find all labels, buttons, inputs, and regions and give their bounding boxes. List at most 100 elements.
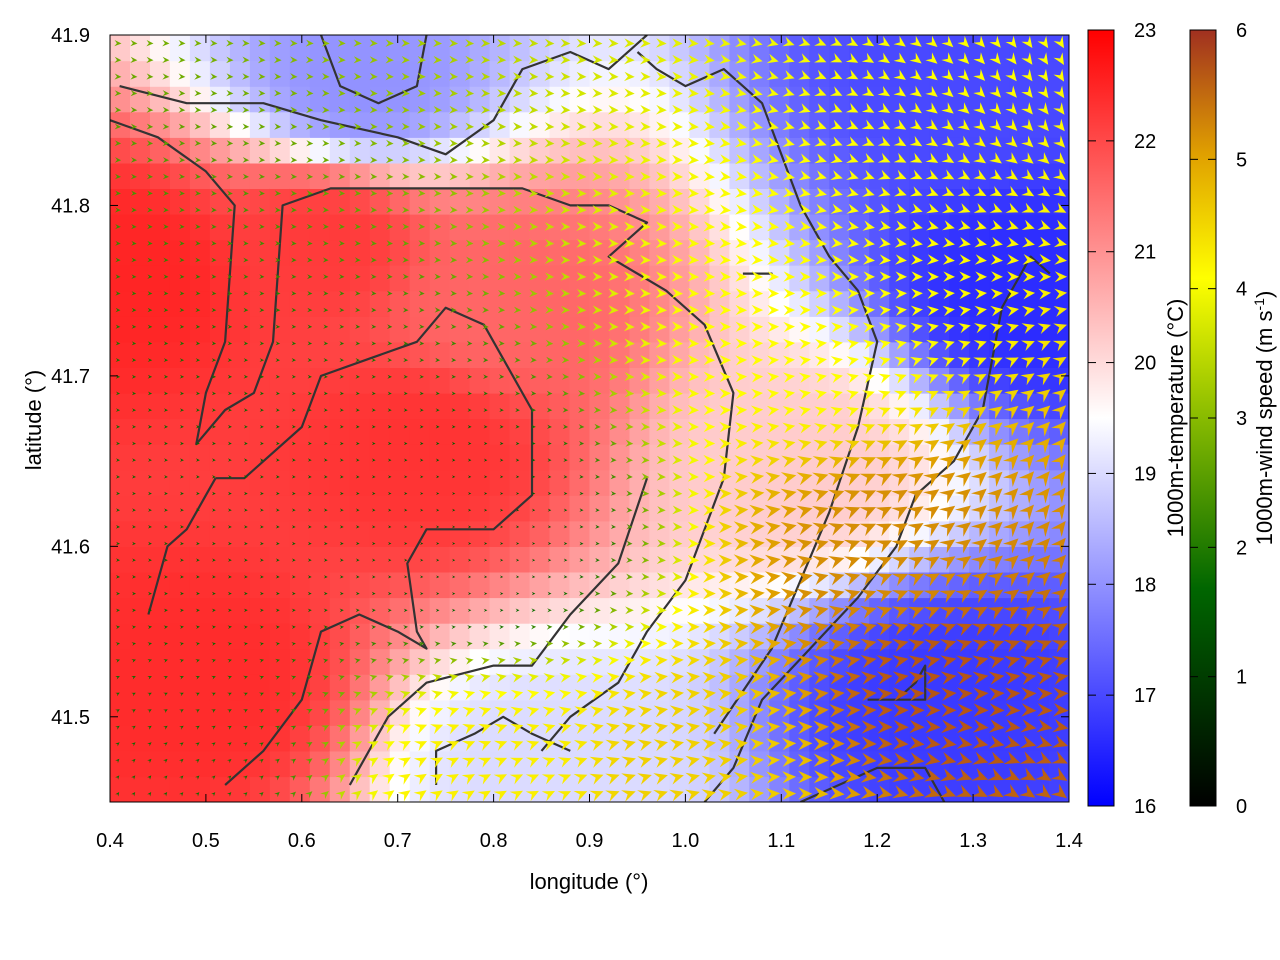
- wind-arrow: [1037, 703, 1053, 717]
- heatmap-cell: [509, 648, 531, 675]
- wind-label-close: ): [1252, 291, 1277, 298]
- wind-arrow: [861, 119, 875, 130]
- wind-arrow: [259, 558, 264, 562]
- heatmap-cell: [629, 444, 651, 471]
- wind-arrow: [371, 441, 376, 446]
- heatmap-cell: [689, 392, 710, 420]
- heatmap-cell: [469, 60, 491, 87]
- heatmap-cell: [349, 35, 371, 62]
- wind-arrow: [461, 790, 475, 802]
- wind-arrow: [989, 68, 1001, 81]
- wind-arrow: [275, 508, 280, 512]
- heatmap-cell: [949, 341, 970, 368]
- wind-arrow: [259, 491, 264, 496]
- heatmap-cell: [389, 495, 411, 522]
- heatmap-cell: [150, 35, 171, 62]
- wind-arrow: [355, 608, 360, 613]
- wind-arrow: [703, 87, 715, 98]
- wind-arrow: [275, 475, 280, 479]
- wind-arrow: [847, 305, 859, 316]
- wind-arrow: [971, 768, 989, 781]
- wind-arrow: [671, 238, 683, 249]
- wind-arrow: [782, 86, 795, 97]
- wind-arrow: [1037, 102, 1049, 115]
- wind-arrow: [940, 735, 957, 750]
- heatmap-cell: [389, 750, 411, 778]
- wind-arrow: [258, 56, 266, 64]
- heatmap-cell: [369, 750, 391, 778]
- wind-arrow: [242, 106, 250, 113]
- wind-arrow: [449, 105, 458, 114]
- wind-arrow: [307, 558, 312, 562]
- wind-arrow: [1037, 85, 1049, 99]
- wind-arrow: [528, 88, 539, 98]
- wind-arrow: [242, 56, 250, 64]
- wind-arrow: [258, 224, 265, 230]
- wind-arrow: [958, 323, 971, 334]
- wind-arrow: [592, 55, 603, 65]
- wind-arrow: [624, 71, 635, 82]
- wind-arrow: [798, 136, 811, 147]
- heatmap-cell: [169, 35, 191, 62]
- wind-arrow: [686, 654, 700, 667]
- wind-arrow: [307, 324, 313, 329]
- wind-arrow: [843, 490, 861, 503]
- heatmap-cell: [150, 699, 171, 726]
- wind-arrow: [1019, 538, 1035, 554]
- wind-arrow: [163, 491, 168, 496]
- wind-arrow: [210, 207, 217, 213]
- heatmap-cell: [189, 469, 211, 496]
- wind-arrow: [923, 439, 940, 453]
- heatmap-cell: [229, 316, 251, 343]
- wind-arrow: [306, 240, 313, 246]
- heatmap-cell: [229, 265, 251, 292]
- heatmap-cell: [829, 341, 850, 368]
- wind-arrow: [211, 240, 217, 246]
- heatmap-cell: [469, 520, 491, 547]
- heatmap-cell: [589, 367, 611, 394]
- wind-arrow: [179, 642, 184, 646]
- heatmap-cell: [449, 571, 471, 599]
- wind-arrow: [955, 439, 972, 454]
- wind-arrow: [671, 371, 683, 382]
- wind-arrow: [639, 321, 651, 332]
- wind-arrow: [338, 173, 346, 180]
- wind-arrow: [290, 675, 297, 680]
- wind-arrow: [957, 52, 970, 64]
- wind-arrow: [387, 408, 392, 412]
- wind-arrow: [939, 556, 956, 570]
- wind-arrow: [592, 105, 603, 115]
- wind-arrow: [131, 525, 136, 529]
- heatmap-cell: [329, 725, 351, 752]
- wind-arrow: [1005, 340, 1019, 351]
- wind-arrow: [210, 157, 218, 163]
- wind-arrow: [355, 558, 360, 562]
- heatmap-cell: [469, 597, 491, 624]
- wind-arrow: [243, 240, 249, 246]
- heatmap-cell: [150, 367, 171, 394]
- wind-arrow: [321, 73, 330, 80]
- wind-arrow: [339, 374, 344, 379]
- wind-arrow: [893, 119, 907, 130]
- wind-arrow: [814, 237, 827, 248]
- heatmap-cell: [110, 60, 131, 87]
- wind-arrow: [147, 608, 152, 613]
- wind-arrow: [625, 422, 634, 431]
- heatmap-cell: [329, 546, 351, 573]
- heatmap-cell: [629, 341, 651, 368]
- wind-arrow: [291, 291, 297, 296]
- wind-arrow: [782, 422, 796, 434]
- wind-arrow: [891, 606, 909, 620]
- wind-arrow: [1023, 271, 1036, 283]
- wind-arrow: [370, 274, 377, 280]
- wind-arrow: [908, 736, 925, 750]
- wind-arrow: [306, 207, 313, 213]
- heatmap-cell: [1049, 60, 1069, 87]
- wind-arrow: [989, 687, 1005, 701]
- wind-arrow: [798, 389, 811, 400]
- wind-arrow: [419, 441, 424, 446]
- wind-arrow: [1035, 623, 1052, 637]
- wind-arrow: [892, 424, 908, 435]
- wind-arrow: [114, 190, 121, 196]
- wind-arrow: [955, 589, 972, 604]
